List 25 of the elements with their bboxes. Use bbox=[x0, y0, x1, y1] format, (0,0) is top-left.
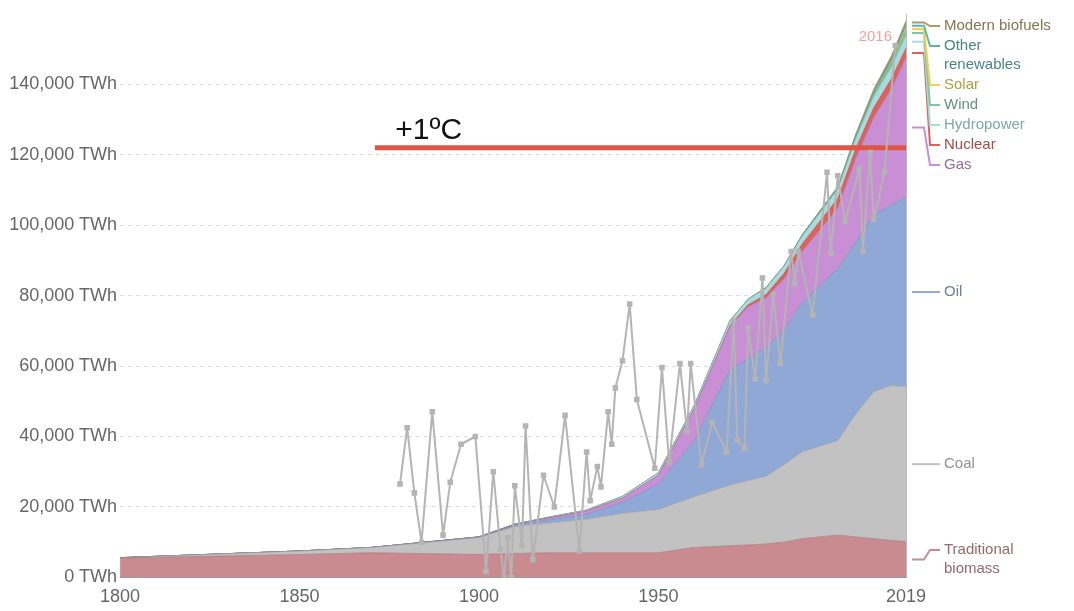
x-tick-label: 1800 bbox=[100, 586, 141, 607]
text: Solar bbox=[944, 75, 980, 93]
legend-label: Modern biofuels bbox=[944, 16, 1051, 34]
annotation: 2016 bbox=[858, 27, 892, 45]
x-tick-label: 1900 bbox=[458, 586, 499, 607]
y-tick-label: 0 TWh bbox=[64, 566, 118, 587]
text: Wind bbox=[944, 95, 979, 113]
legend-label: Coal bbox=[944, 454, 975, 472]
y-tick-label: 40,000 TWh bbox=[19, 425, 118, 446]
y-tick-label: 80,000 TWh bbox=[19, 284, 118, 305]
annotation: +1ºC bbox=[395, 111, 463, 145]
legend-label: Other renewables bbox=[944, 36, 1021, 73]
y-tick-label: 60,000 TWh bbox=[19, 355, 118, 376]
y-tick-label: 20,000 TWh bbox=[19, 495, 118, 516]
x-tick-label: 1950 bbox=[638, 586, 679, 607]
text: Gas bbox=[944, 155, 972, 173]
y-tick-label: 120,000 TWh bbox=[9, 143, 118, 164]
x-tick-label: 2019 bbox=[885, 586, 927, 607]
text: Nuclear bbox=[944, 135, 996, 153]
y-tick-label: 100,000 TWh bbox=[9, 214, 118, 235]
legend-label: Oil bbox=[944, 282, 963, 300]
text: Hydropower bbox=[944, 115, 1025, 133]
y-tick-label: 140,000 TWh bbox=[9, 73, 118, 94]
legend-label: Traditional biomass bbox=[944, 540, 1014, 577]
x-tick-label: 1850 bbox=[279, 586, 320, 607]
